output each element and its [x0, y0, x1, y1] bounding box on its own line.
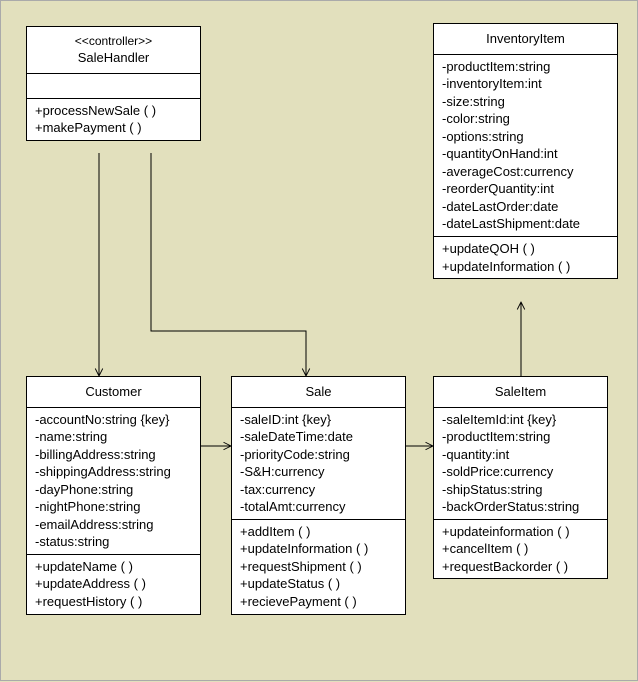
- attribute: -tax:currency: [240, 481, 397, 499]
- attribute: -options:string: [442, 128, 609, 146]
- attributes-section: -saleItemId:int {key} -productItem:strin…: [434, 407, 607, 519]
- attribute: -dateLastShipment:date: [442, 215, 609, 233]
- class-title: SaleItem: [434, 377, 607, 407]
- attribute: -dayPhone:string: [35, 481, 192, 499]
- operation: +updateQOH ( ): [442, 240, 609, 258]
- class-name: Sale: [236, 383, 401, 401]
- operation: +addItem ( ): [240, 523, 397, 541]
- operation: +makePayment ( ): [35, 119, 192, 137]
- attribute: -shipStatus:string: [442, 481, 599, 499]
- class-inventoryitem: InventoryItem -productItem:string -inven…: [433, 23, 618, 279]
- operation: +updateInformation ( ): [442, 258, 609, 276]
- class-title: InventoryItem: [434, 24, 617, 54]
- class-name: InventoryItem: [438, 30, 613, 48]
- attribute: -nightPhone:string: [35, 498, 192, 516]
- attribute: -color:string: [442, 110, 609, 128]
- attribute: -saleID:int {key}: [240, 411, 397, 429]
- attribute: -backOrderStatus:string: [442, 498, 599, 516]
- attribute: -priorityCode:string: [240, 446, 397, 464]
- class-name: SaleItem: [438, 383, 603, 401]
- operation: +cancelItem ( ): [442, 540, 599, 558]
- attribute: -quantityOnHand:int: [442, 145, 609, 163]
- class-salehandler: <<controller>> SaleHandler +processNewSa…: [26, 26, 201, 141]
- attributes-section: -accountNo:string {key} -name:string -bi…: [27, 407, 200, 554]
- attribute: -S&H:currency: [240, 463, 397, 481]
- operations-section: +updateName ( ) +updateAddress ( ) +requ…: [27, 554, 200, 614]
- class-title: <<controller>> SaleHandler: [27, 27, 200, 73]
- attribute: -soldPrice:currency: [442, 463, 599, 481]
- operation: +processNewSale ( ): [35, 102, 192, 120]
- edge-salehandler-sale: [151, 153, 306, 376]
- attribute: -quantity:int: [442, 446, 599, 464]
- attribute: -billingAddress:string: [35, 446, 192, 464]
- operations-section: +processNewSale ( ) +makePayment ( ): [27, 98, 200, 140]
- class-sale: Sale -saleID:int {key} -saleDateTime:dat…: [231, 376, 406, 615]
- operation: +requestShipment ( ): [240, 558, 397, 576]
- class-title: Sale: [232, 377, 405, 407]
- attribute: -name:string: [35, 428, 192, 446]
- attribute: -productItem:string: [442, 428, 599, 446]
- operation: +requestHistory ( ): [35, 593, 192, 611]
- attribute: -emailAddress:string: [35, 516, 192, 534]
- attributes-section: -productItem:string -inventoryItem:int -…: [434, 54, 617, 236]
- operation: +updateStatus ( ): [240, 575, 397, 593]
- operations-section: +updateinformation ( ) +cancelItem ( ) +…: [434, 519, 607, 579]
- attribute: -totalAmt:currency: [240, 498, 397, 516]
- operation: +updateInformation ( ): [240, 540, 397, 558]
- attribute: -saleDateTime:date: [240, 428, 397, 446]
- operation: +recievePayment ( ): [240, 593, 397, 611]
- class-name: SaleHandler: [31, 49, 196, 67]
- attribute: -productItem:string: [442, 58, 609, 76]
- stereotype: <<controller>>: [31, 33, 196, 49]
- attributes-section: [27, 73, 200, 98]
- attribute: -reorderQuantity:int: [442, 180, 609, 198]
- operation: +updateinformation ( ): [442, 523, 599, 541]
- attribute: -dateLastOrder:date: [442, 198, 609, 216]
- operation: +updateName ( ): [35, 558, 192, 576]
- attribute: -accountNo:string {key}: [35, 411, 192, 429]
- attribute: -shippingAddress:string: [35, 463, 192, 481]
- attributes-section: -saleID:int {key} -saleDateTime:date -pr…: [232, 407, 405, 519]
- operation: +updateAddress ( ): [35, 575, 192, 593]
- class-name: Customer: [31, 383, 196, 401]
- class-title: Customer: [27, 377, 200, 407]
- attribute: -inventoryItem:int: [442, 75, 609, 93]
- attribute: -status:string: [35, 533, 192, 551]
- attribute: -saleItemId:int {key}: [442, 411, 599, 429]
- class-customer: Customer -accountNo:string {key} -name:s…: [26, 376, 201, 615]
- operations-section: +addItem ( ) +updateInformation ( ) +req…: [232, 519, 405, 614]
- operations-section: +updateQOH ( ) +updateInformation ( ): [434, 236, 617, 278]
- attribute: -size:string: [442, 93, 609, 111]
- class-saleitem: SaleItem -saleItemId:int {key} -productI…: [433, 376, 608, 579]
- operation: +requestBackorder ( ): [442, 558, 599, 576]
- attribute: -averageCost:currency: [442, 163, 609, 181]
